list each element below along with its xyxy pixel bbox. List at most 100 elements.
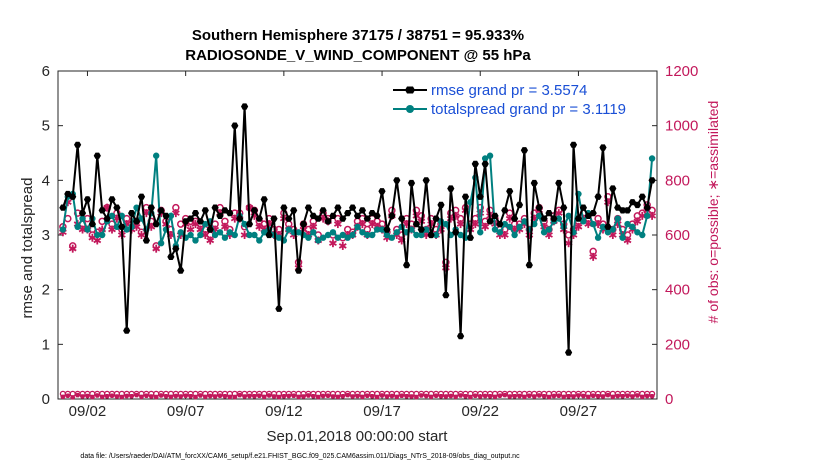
bottom-assimilated-point [477, 394, 483, 399]
y-tick-label: 3 [42, 227, 50, 244]
rmse-point [128, 210, 136, 217]
footnote: data file: /Users/raeder/DAI/ATM_forcXX/… [80, 453, 520, 460]
totalspread-point [59, 226, 67, 233]
obs-possible-point [594, 214, 602, 223]
bottom-assimilated-point [310, 394, 316, 399]
obs-possible-point [152, 242, 160, 250]
bottom-assimilated-point [629, 394, 636, 399]
bottom-assimilated-point [649, 394, 655, 399]
totalspread-point [334, 234, 342, 241]
plot-area [57, 70, 658, 400]
obs-assimilated-point-stroke [633, 218, 642, 225]
bottom-assimilated-point [345, 392, 351, 398]
totalspread-point [216, 229, 224, 236]
y-tick-label: 6 [42, 63, 50, 80]
y2-tick-label: 800 [665, 172, 690, 189]
rmse-point [422, 177, 430, 184]
totalspread-point [481, 155, 489, 162]
y-tick-label: 2 [42, 282, 50, 299]
rmse-point [152, 220, 160, 228]
rmse-point [609, 185, 617, 192]
rmse-point [324, 218, 332, 225]
legend: rmse grand pr = 3.5574 totalspread grand… [390, 78, 640, 122]
obs-possible-point [589, 247, 597, 256]
rmse-point [88, 220, 96, 228]
rmse-point [560, 204, 568, 211]
y-tick-label: 5 [42, 118, 50, 135]
obs-assimilated-point-stroke [329, 240, 337, 246]
rmse-point [599, 144, 607, 151]
obs-assimilated-point-stroke [471, 221, 480, 227]
rmse-point [437, 201, 445, 209]
rmse-point [614, 204, 622, 211]
rmse-point [191, 210, 200, 217]
totalspread-point [442, 220, 450, 228]
y2-tick-label: 600 [665, 227, 690, 244]
totalspread-point [599, 223, 607, 230]
rmse-point [157, 207, 165, 214]
bottom-assimilated-point [335, 394, 341, 400]
rmse-point [142, 237, 150, 244]
totalspread-point [84, 226, 91, 233]
rmse-point [574, 215, 582, 222]
y-tick-label: 4 [42, 172, 50, 189]
rmse-point [137, 193, 146, 200]
obs-possible-point [412, 206, 421, 215]
bottom-assimilated-point [404, 394, 410, 399]
rmse-point [206, 226, 214, 233]
rmse-point [353, 212, 362, 219]
rmse-point [501, 207, 509, 214]
bottom-assimilated-point [242, 394, 248, 399]
bottom-assimilated-point [639, 394, 645, 400]
bottom-assimilated-point [291, 393, 297, 398]
bottom-assimilated-point [551, 393, 557, 399]
totalspread-point [589, 220, 597, 228]
bottom-assimilated-point [286, 393, 292, 399]
rmse-point [83, 196, 92, 203]
bottom-assimilated-point [575, 393, 581, 398]
totalspread-point [565, 212, 572, 220]
bottom-assimilated-point [516, 393, 523, 399]
totalspread-point [639, 231, 646, 239]
bottom-assimilated-point [138, 394, 145, 400]
rmse-point [466, 234, 474, 241]
totalspread-point [648, 155, 656, 162]
totalspread-point [643, 212, 651, 220]
rmse-point [506, 188, 514, 195]
rmse-point [245, 220, 254, 228]
bottom-assimilated-point [143, 393, 149, 398]
rmse-point [432, 215, 440, 222]
bottom-assimilated-point [305, 393, 311, 398]
bottom-assimilated-point [507, 394, 513, 399]
totalspread-point [319, 234, 327, 241]
totalspread-point [94, 231, 101, 239]
bottom-assimilated-point [163, 394, 169, 399]
obs-assimilated-point-stroke [589, 254, 598, 260]
chart-title: Southern Hemisphere 37175 / 38751 = 95.9… [192, 27, 524, 44]
bottom-assimilated-point [134, 392, 140, 398]
rmse-point [255, 215, 263, 222]
rmse-point [118, 223, 126, 230]
bottom-assimilated-point [595, 394, 601, 399]
bottom-assimilated-point [448, 393, 454, 399]
rmse-point [334, 204, 342, 211]
obs-possible-point [417, 212, 426, 220]
rmse-point [535, 204, 543, 211]
bottom-assimilated-point [634, 393, 640, 398]
rmse-point [339, 215, 347, 222]
bottom-assimilated-point [246, 393, 253, 399]
totalspread-point [152, 152, 160, 159]
bottom-assimilated-point [615, 393, 621, 399]
obs-assimilated-point-stroke [358, 221, 367, 227]
totalspread-point [221, 234, 229, 241]
rmse-point [304, 204, 312, 211]
legend-rmse-marker [405, 86, 415, 94]
bottom-assimilated-point [222, 394, 228, 399]
rmse-point [619, 207, 627, 214]
totalspread-point [98, 231, 106, 239]
obs-possible-point [68, 242, 77, 250]
obs-assimilated-point-stroke [186, 226, 195, 233]
legend-spread-label: totalspread grand pr = 3.1119 [431, 101, 626, 118]
totalspread-point [231, 231, 238, 239]
